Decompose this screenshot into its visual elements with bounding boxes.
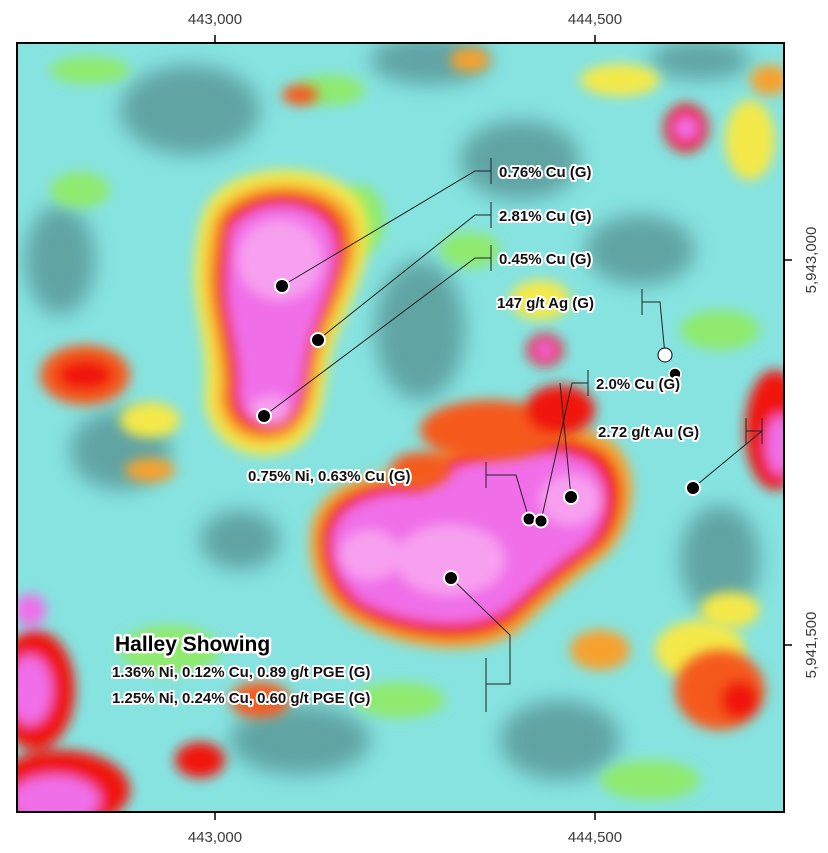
sample-dot[interactable] bbox=[274, 278, 290, 294]
sample-label-s3: 0.45% Cu (G) bbox=[499, 251, 592, 268]
sample-dot[interactable] bbox=[685, 480, 701, 496]
sample-dot[interactable] bbox=[668, 367, 682, 381]
sample-dot[interactable] bbox=[521, 511, 537, 527]
sample-label-s5: 2.0% Cu (G) bbox=[596, 376, 680, 393]
x-tick-label-top-2: 444,500 bbox=[568, 11, 622, 28]
sample-label-s2: 2.81% Cu (G) bbox=[499, 208, 592, 225]
x-tick-label-top-1: 443,000 bbox=[188, 11, 242, 28]
sample-dot[interactable] bbox=[256, 408, 272, 424]
sample-dot[interactable] bbox=[563, 489, 579, 505]
sample-points bbox=[256, 278, 701, 586]
y-tick-label-1: 5,943,000 bbox=[803, 227, 820, 294]
y-tick-label-2: 5,941,500 bbox=[803, 612, 820, 679]
tick-marks bbox=[214, 35, 792, 820]
sample-dot[interactable] bbox=[310, 332, 326, 348]
sample-label-s7: 0.75% Ni, 0.63% Cu (G) bbox=[248, 468, 411, 485]
showing-line-1: 1.36% Ni, 0.12% Cu, 0.89 g/t PGE (G) bbox=[112, 664, 370, 681]
sample-label-s6: 2.72 g/t Au (G) bbox=[598, 424, 699, 441]
x-tick-label-bottom-2: 444,500 bbox=[568, 829, 622, 846]
anomaly-raster bbox=[17, 43, 784, 812]
sample-dot-hollow[interactable] bbox=[657, 347, 673, 363]
showing-title: Halley Showing bbox=[115, 633, 270, 656]
map-frame bbox=[16, 42, 785, 813]
sample-dot[interactable] bbox=[443, 570, 459, 586]
x-tick-label-bottom-1: 443,000 bbox=[188, 829, 242, 846]
sample-dot[interactable] bbox=[533, 513, 549, 529]
leader-lines bbox=[263, 158, 764, 712]
sample-label-s1: 0.76% Cu (G) bbox=[499, 164, 592, 181]
showing-line-2: 1.25% Ni, 0.24% Cu, 0.60 g/t PGE (G) bbox=[112, 690, 370, 707]
sample-label-s4: 147 g/t Ag (G) bbox=[497, 295, 594, 312]
